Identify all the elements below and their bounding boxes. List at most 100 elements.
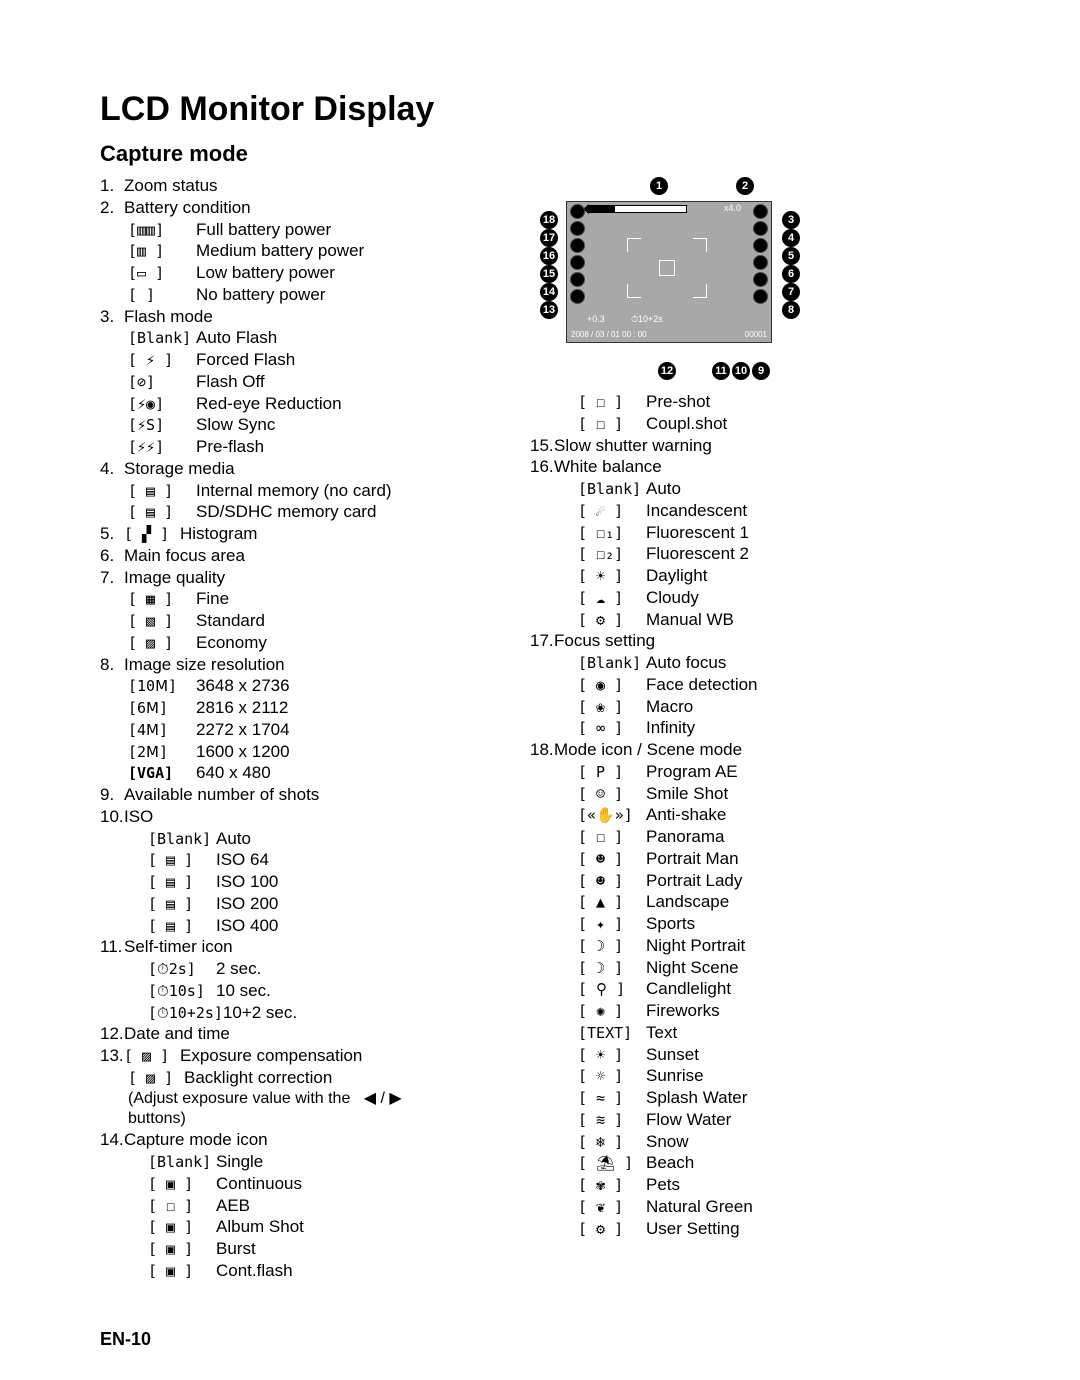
callout-4: 4 bbox=[782, 229, 800, 247]
sub-txt: Macro bbox=[646, 697, 693, 716]
capture-single-icon: [Blank] bbox=[148, 1153, 216, 1172]
item-num: 8. bbox=[100, 654, 124, 676]
preshot-icon: [ ☐ ] bbox=[578, 393, 646, 412]
item-txt: Histogram bbox=[180, 524, 257, 543]
size-6m-icon: [6Ⅿ] bbox=[128, 699, 196, 718]
sub-txt: Night Portrait bbox=[646, 936, 745, 955]
date-value: 2008 / 03 / 01 00 : 00 bbox=[571, 330, 647, 340]
item-num: 4. bbox=[100, 458, 124, 480]
lcd-screen: x4.0 +0.3 ⏱10+2s 2008 / 03 / 01 00 : 00 … bbox=[566, 201, 772, 343]
callout-8: 8 bbox=[782, 301, 800, 319]
sub-txt: Fireworks bbox=[646, 1001, 720, 1020]
focus-infinity-icon: [ ∞ ] bbox=[578, 719, 646, 738]
sub-txt: Panorama bbox=[646, 827, 724, 846]
sub-txt: 640 x 480 bbox=[196, 763, 271, 782]
sub-txt: Coupl.shot bbox=[646, 414, 727, 433]
callout-18: 18 bbox=[540, 211, 558, 229]
mode-night-portrait-icon: [ ☽ ] bbox=[578, 937, 646, 956]
sub-txt: Sports bbox=[646, 914, 695, 933]
item-txt: Image quality bbox=[124, 568, 225, 587]
exposure-comp-icon: [ ▨ ] bbox=[124, 1047, 180, 1066]
sub-txt: Low battery power bbox=[196, 263, 335, 282]
item-num: 5. bbox=[100, 523, 124, 545]
wb-fluorescent1-icon: [ ☐₁] bbox=[578, 524, 646, 543]
sub-txt: Face detection bbox=[646, 675, 758, 694]
sub-txt: Sunrise bbox=[646, 1066, 704, 1085]
sub-txt: Exposure compensation bbox=[180, 1046, 362, 1065]
sub-txt: Auto bbox=[646, 479, 681, 498]
mode-sunrise-icon: [ ☼ ] bbox=[578, 1067, 646, 1086]
couplshot-icon: [ ☐ ] bbox=[578, 415, 646, 434]
sub-txt: Portrait Lady bbox=[646, 871, 742, 890]
size-10m-icon: [10Ⅿ] bbox=[128, 677, 196, 696]
right-indicator-stack bbox=[753, 204, 768, 306]
battery-medium-icon: [▥ ] bbox=[128, 242, 196, 261]
callout-13: 13 bbox=[540, 301, 558, 319]
sub-txt: Medium battery power bbox=[196, 241, 364, 260]
item-num: 12. bbox=[100, 1023, 124, 1045]
sub-txt: Auto Flash bbox=[196, 328, 277, 347]
sub-txt: Smile Shot bbox=[646, 784, 728, 803]
iso-64-icon: [ ▤ ] bbox=[148, 851, 216, 870]
callout-15: 15 bbox=[540, 265, 558, 283]
item-txt: Available number of shots bbox=[124, 785, 319, 804]
sub-txt: ISO 100 bbox=[216, 872, 278, 891]
sub-txt: SD/SDHC memory card bbox=[196, 502, 376, 521]
sub-txt: No battery power bbox=[196, 285, 325, 304]
item-txt: White balance bbox=[554, 457, 662, 476]
item-num: 2. bbox=[100, 197, 124, 219]
item-txt: Focus setting bbox=[554, 631, 655, 650]
sub-txt: Auto bbox=[216, 829, 251, 848]
sub-txt: 2272 x 1704 bbox=[196, 720, 290, 739]
sub-txt: Forced Flash bbox=[196, 350, 295, 369]
page-title: LCD Monitor Display bbox=[100, 90, 980, 129]
mode-candlelight-icon: [ ⚲ ] bbox=[578, 980, 646, 999]
item-txt: Self-timer icon bbox=[124, 937, 233, 956]
exposure-value: +0.3 bbox=[587, 314, 605, 326]
timer-10plus2s-icon: [⏱10+2s] bbox=[148, 1004, 223, 1023]
timer-2s-icon: [⏱2s] bbox=[148, 960, 216, 979]
sub-txt: User Setting bbox=[646, 1219, 740, 1238]
sub-txt: Continuous bbox=[216, 1174, 302, 1193]
mode-pets-icon: [ ✾ ] bbox=[578, 1176, 646, 1195]
item-txt: Zoom status bbox=[124, 176, 218, 195]
arrow-buttons-icon: ◀ / ▶ bbox=[364, 1090, 402, 1107]
callout-10: 10 bbox=[732, 362, 750, 380]
item-txt: Flash mode bbox=[124, 307, 213, 326]
item-txt: Storage media bbox=[124, 459, 235, 478]
sub-txt: ISO 64 bbox=[216, 850, 269, 869]
mode-text-icon: [TEXT] bbox=[578, 1024, 646, 1043]
item-num: 14. bbox=[100, 1129, 124, 1151]
item-txt: Capture mode icon bbox=[124, 1130, 268, 1149]
sub-txt: 10+2 sec. bbox=[223, 1003, 297, 1022]
sub-txt: Cloudy bbox=[646, 588, 699, 607]
iso-auto-icon: [Blank] bbox=[148, 830, 216, 849]
sub-txt: Auto focus bbox=[646, 653, 726, 672]
sub-txt: 10 sec. bbox=[216, 981, 271, 1000]
mode-splash-icon: [ ≈ ] bbox=[578, 1089, 646, 1108]
sub-txt: Snow bbox=[646, 1132, 689, 1151]
size-2m-icon: [2Ⅿ] bbox=[128, 743, 196, 762]
item-txt: ISO bbox=[124, 807, 153, 826]
size-4m-icon: [4Ⅿ] bbox=[128, 721, 196, 740]
quality-economy-icon: [ ▨ ] bbox=[128, 634, 196, 653]
storage-internal-icon: [ ▤ ] bbox=[128, 482, 196, 501]
capture-continuous-icon: [ ▣ ] bbox=[148, 1175, 216, 1194]
sub-txt: Fine bbox=[196, 589, 229, 608]
item-txt: Mode icon / Scene mode bbox=[554, 740, 742, 759]
battery-empty-icon: [ ] bbox=[128, 286, 196, 305]
mode-antishake-icon: [«✋»] bbox=[578, 806, 646, 825]
sub-txt: ISO 400 bbox=[216, 916, 278, 935]
left-indicator-stack bbox=[570, 204, 585, 306]
sub-txt: Program AE bbox=[646, 762, 738, 781]
capture-burst-icon: [ ▣ ] bbox=[148, 1240, 216, 1259]
sub-txt: Pets bbox=[646, 1175, 680, 1194]
mode-beach-icon: [ ⛱ ] bbox=[578, 1154, 646, 1173]
callout-16: 16 bbox=[540, 247, 558, 265]
item-num: 13. bbox=[100, 1045, 124, 1067]
sub-txt: Manual WB bbox=[646, 610, 734, 629]
sub-txt: Fluorescent 2 bbox=[646, 544, 749, 563]
sub-txt: Incandescent bbox=[646, 501, 747, 520]
callout-1: 1 bbox=[650, 177, 668, 195]
flash-off-icon: [⊘] bbox=[128, 373, 196, 392]
